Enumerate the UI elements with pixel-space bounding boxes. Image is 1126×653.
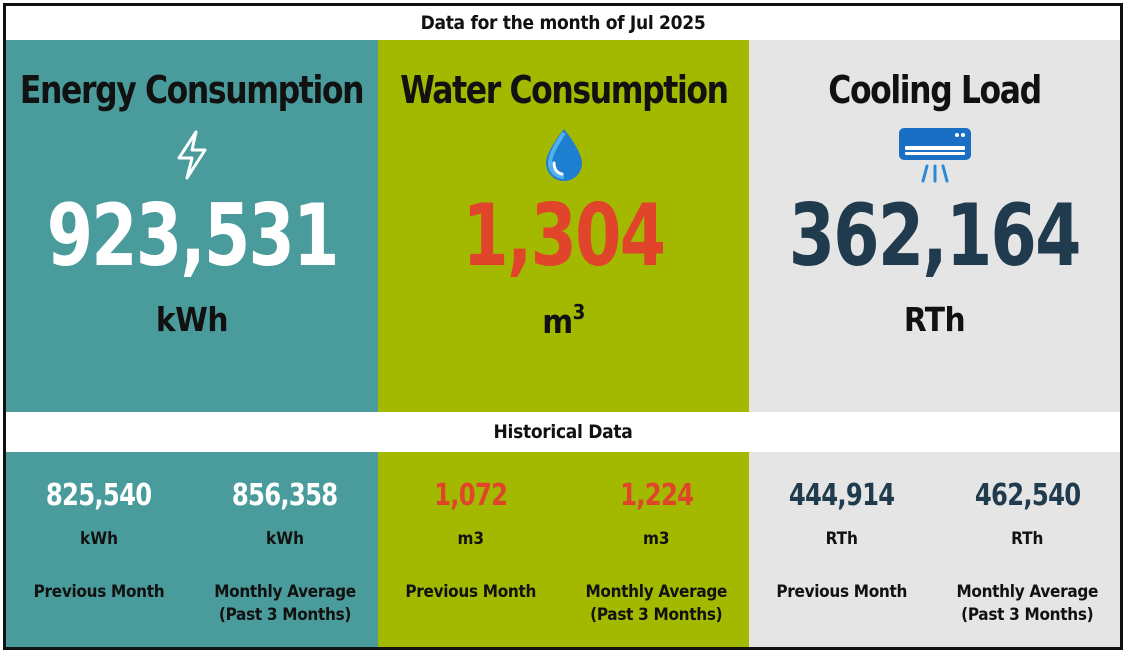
energy-average-unit: kWh (266, 529, 304, 549)
cooling-previous-unit: RTh (825, 529, 858, 549)
historical-energy: 825,540 kWh Previous Month 856,358 kWh M… (6, 452, 378, 647)
water-drop-icon (542, 126, 586, 184)
historical-title: Historical Data (493, 421, 633, 443)
energy-previous-month: 825,540 kWh Previous Month (6, 452, 192, 647)
water-unit: m3 (542, 300, 586, 341)
cooling-previous-month: 444,914 RTh Previous Month (749, 452, 935, 647)
water-previous-label: Previous Month (405, 582, 537, 602)
water-panel: Water Consumption 1,304 m3 (378, 40, 749, 412)
water-average-value: 1,224 (619, 478, 694, 513)
water-value: 1,304 (462, 186, 667, 286)
energy-previous-value: 825,540 (46, 478, 152, 513)
page-title: Data for the month of Jul 2025 (420, 12, 706, 34)
energy-average-value: 856,358 (232, 478, 338, 513)
cooling-average-label-line2: (Past 3 Months) (961, 605, 1094, 625)
cooling-unit: RTh (903, 300, 966, 339)
water-average-label-line1: Monthly Average (585, 582, 728, 602)
cooling-average-label-line1: Monthly Average (956, 582, 1099, 602)
cooling-average-unit: RTh (1011, 529, 1044, 549)
water-unit-base: m (542, 302, 573, 341)
energy-monthly-average: 856,358 kWh Monthly Average (Past 3 Mont… (192, 452, 378, 647)
cooling-value: 362,164 (788, 186, 1082, 286)
energy-previous-label: Previous Month (33, 582, 165, 602)
cooling-previous-label: Previous Month (776, 582, 908, 602)
water-average-unit: m3 (642, 529, 670, 549)
energy-unit: kWh (155, 300, 229, 339)
water-previous-unit: m3 (457, 529, 485, 549)
water-unit-superscript: 3 (572, 300, 586, 324)
energy-panel: Energy Consumption 923,531 kWh (6, 40, 378, 412)
cooling-average-label: Monthly Average (Past 3 Months) (956, 581, 1098, 627)
energy-value: 923,531 (46, 186, 339, 286)
cooling-average-value: 462,540 (974, 478, 1081, 513)
water-title: Water Consumption (399, 68, 729, 112)
water-previous-month: 1,072 m3 Previous Month (378, 452, 564, 647)
historical-water: 1,072 m3 Previous Month 1,224 m3 Monthly… (378, 452, 750, 647)
air-conditioner-icon (897, 126, 973, 184)
historical-cooling: 444,914 RTh Previous Month 462,540 RTh M… (749, 452, 1121, 647)
cooling-previous-value: 444,914 (788, 478, 895, 513)
lightning-bolt-icon (172, 126, 212, 184)
cooling-title: Cooling Load (828, 68, 1042, 112)
energy-title: Energy Consumption (20, 68, 365, 112)
water-monthly-average: 1,224 m3 Monthly Average (Past 3 Months) (564, 452, 750, 647)
energy-previous-unit: kWh (80, 529, 118, 549)
dashboard-frame: Data for the month of Jul 2025 Energy Co… (3, 3, 1123, 650)
energy-average-label: Monthly Average (Past 3 Months) (214, 581, 356, 627)
energy-average-label-line2: (Past 3 Months) (218, 605, 352, 625)
water-average-label: Monthly Average (Past 3 Months) (585, 581, 727, 627)
cooling-monthly-average: 462,540 RTh Monthly Average (Past 3 Mont… (935, 452, 1121, 647)
cooling-panel: Cooling Load 362,164 RTh (749, 40, 1120, 412)
water-average-label-line2: (Past 3 Months) (590, 605, 723, 625)
water-previous-value: 1,072 (434, 478, 508, 513)
energy-average-label-line1: Monthly Average (214, 582, 356, 602)
